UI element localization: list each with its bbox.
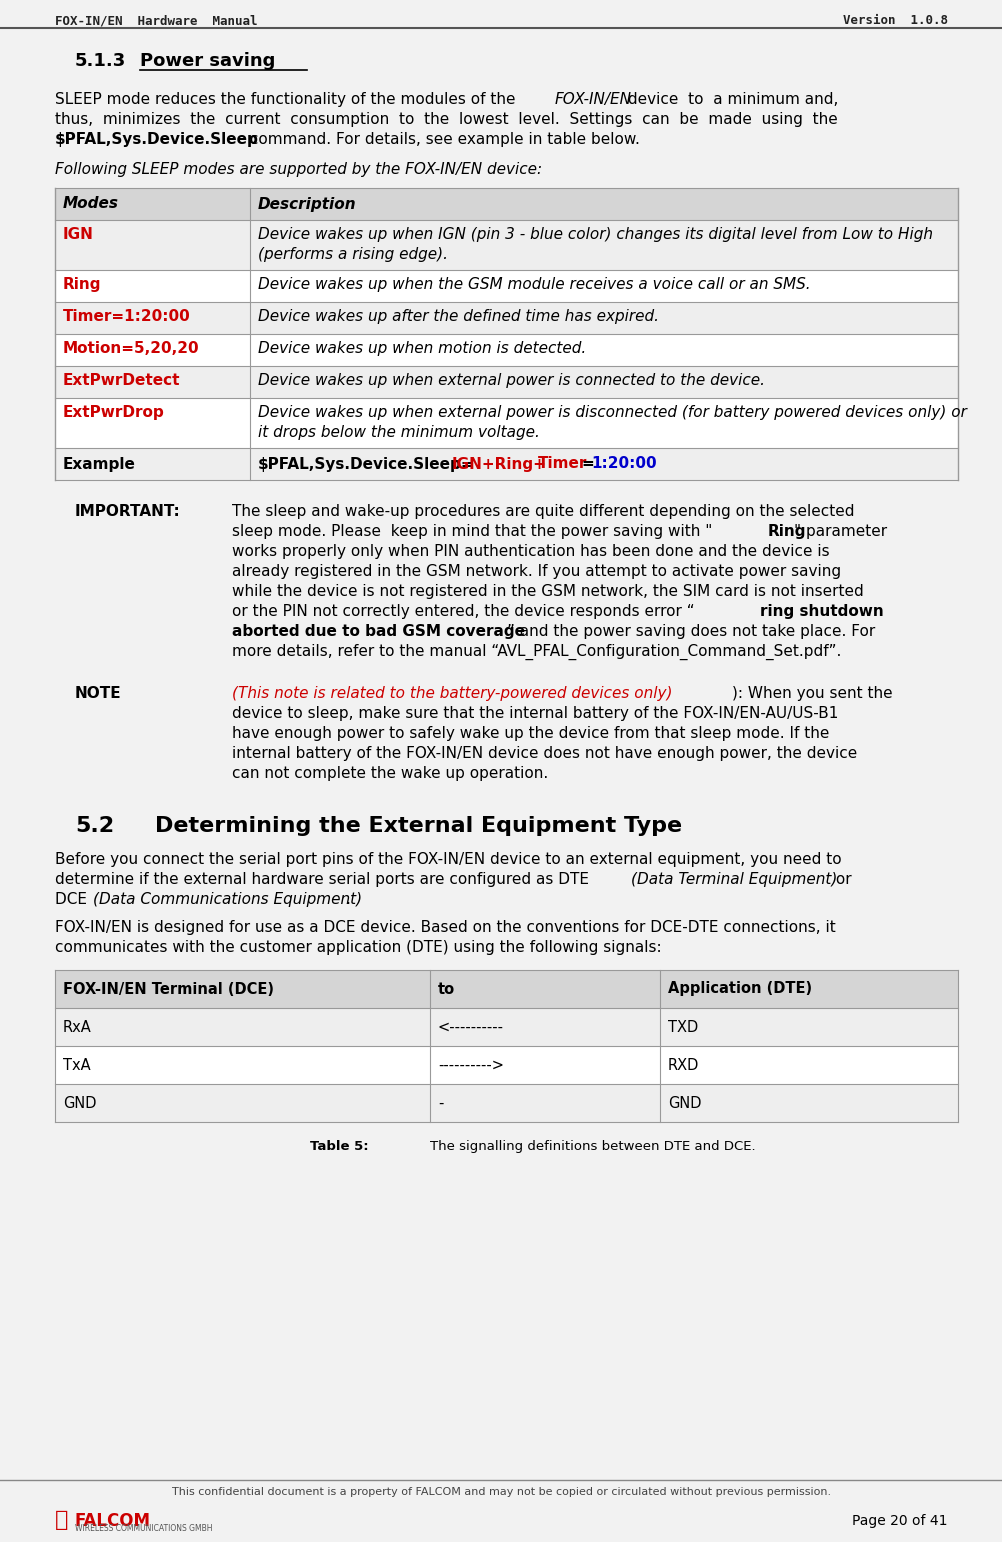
- Text: SLEEP mode reduces the functionality of the modules of the: SLEEP mode reduces the functionality of …: [55, 93, 520, 106]
- Text: Version  1.0.8: Version 1.0.8: [842, 14, 947, 28]
- Text: Power saving: Power saving: [140, 52, 276, 69]
- Text: already registered in the GSM network. If you attempt to activate power saving: already registered in the GSM network. I…: [231, 564, 841, 578]
- Text: ” and the power saving does not take place. For: ” and the power saving does not take pla…: [506, 625, 875, 638]
- Bar: [55, 398, 957, 449]
- Text: =: =: [580, 456, 593, 472]
- Text: aborted due to bad GSM coverage: aborted due to bad GSM coverage: [231, 625, 524, 638]
- Text: WIRELESS COMMUNICATIONS GMBH: WIRELESS COMMUNICATIONS GMBH: [75, 1523, 212, 1533]
- Text: $PFAL,Sys.Device.Sleep: $PFAL,Sys.Device.Sleep: [55, 133, 259, 146]
- Text: GND: GND: [667, 1095, 700, 1110]
- Text: device  to  a minimum and,: device to a minimum and,: [622, 93, 838, 106]
- Bar: [55, 1045, 957, 1084]
- Text: thus,  minimizes  the  current  consumption  to  the  lowest  level.  Settings  : thus, minimizes the current consumption …: [55, 113, 837, 126]
- Text: Page 20 of 41: Page 20 of 41: [852, 1514, 947, 1528]
- Text: 5.1.3: 5.1.3: [75, 52, 126, 69]
- Text: Device wakes up when external power is connected to the device.: Device wakes up when external power is c…: [258, 373, 765, 389]
- Text: communicates with the customer application (DTE) using the following signals:: communicates with the customer applicati…: [55, 941, 661, 954]
- Text: Application (DTE): Application (DTE): [667, 982, 812, 996]
- Text: IGN+Ring+: IGN+Ring+: [452, 456, 546, 472]
- Text: Device wakes up after the defined time has expired.: Device wakes up after the defined time h…: [258, 308, 658, 324]
- Text: ExtPwrDetect: ExtPwrDetect: [63, 373, 180, 389]
- Text: TxA: TxA: [63, 1058, 90, 1073]
- Text: internal battery of the FOX-IN/EN device does not have enough power, the device: internal battery of the FOX-IN/EN device…: [231, 746, 857, 762]
- Text: (This note is related to the battery-powered devices only): (This note is related to the battery-pow…: [231, 686, 671, 702]
- Text: Ring: Ring: [768, 524, 806, 540]
- Bar: [55, 970, 957, 1008]
- Text: Following SLEEP modes are supported by the FOX-IN/EN device:: Following SLEEP modes are supported by t…: [55, 162, 542, 177]
- Text: it drops below the minimum voltage.: it drops below the minimum voltage.: [258, 426, 539, 439]
- Text: sleep mode. Please  keep in mind that the power saving with ": sleep mode. Please keep in mind that the…: [231, 524, 711, 540]
- Bar: [55, 1008, 957, 1045]
- Text: Device wakes up when IGN (pin 3 - blue color) changes its digital level from Low: Device wakes up when IGN (pin 3 - blue c…: [258, 227, 932, 242]
- Text: Description: Description: [258, 196, 357, 211]
- Text: This confidential document is a property of FALCOM and may not be copied or circ: This confidential document is a property…: [171, 1486, 831, 1497]
- Text: FOX-IN/EN Terminal (DCE): FOX-IN/EN Terminal (DCE): [63, 982, 274, 996]
- Text: or the PIN not correctly entered, the device responds error “: or the PIN not correctly entered, the de…: [231, 604, 694, 618]
- Text: GND: GND: [63, 1095, 96, 1110]
- Bar: [55, 221, 957, 270]
- Bar: [55, 365, 957, 398]
- Text: determine if the external hardware serial ports are configured as DTE: determine if the external hardware seria…: [55, 871, 598, 887]
- Text: ⓕ: ⓕ: [55, 1510, 68, 1530]
- Text: Ring: Ring: [63, 278, 101, 291]
- Text: 5.2: 5.2: [75, 816, 114, 836]
- Text: Before you connect the serial port pins of the FOX-IN/EN device to an external e: Before you connect the serial port pins …: [55, 853, 841, 867]
- Text: ---------->: ---------->: [438, 1058, 503, 1073]
- Text: 1:20:00: 1:20:00: [590, 456, 656, 472]
- Bar: [55, 270, 957, 302]
- Text: The sleep and wake-up procedures are quite different depending on the selected: The sleep and wake-up procedures are qui…: [231, 504, 854, 520]
- Text: device to sleep, make sure that the internal battery of the FOX-IN/EN-AU/US-B1: device to sleep, make sure that the inte…: [231, 706, 838, 722]
- Text: .: .: [345, 891, 350, 907]
- Text: FOX-IN/EN  Hardware  Manual: FOX-IN/EN Hardware Manual: [55, 14, 258, 28]
- Text: Device wakes up when external power is disconnected (for battery powered devices: Device wakes up when external power is d…: [258, 406, 966, 419]
- Text: Table 5:: Table 5:: [310, 1140, 369, 1153]
- Text: Modes: Modes: [63, 196, 119, 211]
- Text: FOX-IN/EN: FOX-IN/EN: [554, 93, 631, 106]
- Text: Determining the External Equipment Type: Determining the External Equipment Type: [155, 816, 681, 836]
- Text: <----------: <----------: [438, 1019, 503, 1035]
- Text: command. For details, see example in table below.: command. For details, see example in tab…: [244, 133, 639, 146]
- Text: (Data Terminal Equipment): (Data Terminal Equipment): [630, 871, 837, 887]
- Text: (performs a rising edge).: (performs a rising edge).: [258, 247, 448, 262]
- Bar: [55, 188, 957, 221]
- Text: RXD: RXD: [667, 1058, 698, 1073]
- Text: FALCOM: FALCOM: [75, 1513, 151, 1530]
- Text: FOX-IN/EN is designed for use as a DCE device. Based on the conventions for DCE-: FOX-IN/EN is designed for use as a DCE d…: [55, 921, 835, 934]
- Text: $PFAL,Sys.Device.Sleep=: $PFAL,Sys.Device.Sleep=: [258, 456, 474, 472]
- Text: Device wakes up when motion is detected.: Device wakes up when motion is detected.: [258, 341, 585, 356]
- Text: TXD: TXD: [667, 1019, 697, 1035]
- Text: DCE: DCE: [55, 891, 92, 907]
- Text: can not complete the wake up operation.: can not complete the wake up operation.: [231, 766, 548, 780]
- Text: Timer=1:20:00: Timer=1:20:00: [63, 308, 190, 324]
- Text: IMPORTANT:: IMPORTANT:: [75, 504, 180, 520]
- Text: have enough power to safely wake up the device from that sleep mode. If the: have enough power to safely wake up the …: [231, 726, 829, 742]
- Text: ring shutdown: ring shutdown: [760, 604, 883, 618]
- Text: while the device is not registered in the GSM network, the SIM card is not inser: while the device is not registered in th…: [231, 584, 863, 598]
- Text: Motion=5,20,20: Motion=5,20,20: [63, 341, 199, 356]
- Text: more details, refer to the manual “AVL_PFAL_Configuration_Command_Set.pdf”.: more details, refer to the manual “AVL_P…: [231, 645, 841, 660]
- Text: ExtPwrDrop: ExtPwrDrop: [63, 406, 164, 419]
- Text: -: -: [438, 1095, 443, 1110]
- Text: RxA: RxA: [63, 1019, 91, 1035]
- Text: Timer: Timer: [537, 456, 587, 472]
- Bar: [55, 449, 957, 480]
- Text: Device wakes up when the GSM module receives a voice call or an SMS.: Device wakes up when the GSM module rece…: [258, 278, 810, 291]
- Bar: [55, 335, 957, 365]
- Text: works properly only when PIN authentication has been done and the device is: works properly only when PIN authenticat…: [231, 544, 829, 560]
- Text: to: to: [438, 982, 455, 996]
- Text: (Data Communications Equipment): (Data Communications Equipment): [93, 891, 362, 907]
- Text: " parameter: " parameter: [794, 524, 886, 540]
- Text: Example: Example: [63, 456, 135, 472]
- Bar: [55, 302, 957, 335]
- Text: ): When you sent the: ): When you sent the: [731, 686, 892, 702]
- Text: or: or: [831, 871, 851, 887]
- Text: IGN: IGN: [63, 227, 94, 242]
- Bar: [55, 1084, 957, 1123]
- Text: The signalling definitions between DTE and DCE.: The signalling definitions between DTE a…: [430, 1140, 755, 1153]
- Text: NOTE: NOTE: [75, 686, 121, 702]
